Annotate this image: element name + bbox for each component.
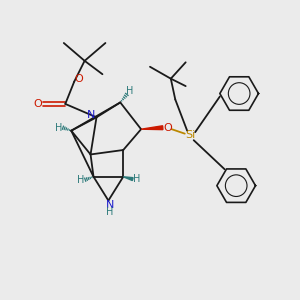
- Text: H: H: [77, 175, 85, 185]
- Text: O: O: [164, 123, 172, 133]
- Text: H: H: [55, 123, 62, 133]
- Text: N: N: [106, 200, 114, 210]
- Text: N: N: [87, 110, 95, 120]
- Text: O: O: [33, 99, 42, 109]
- Polygon shape: [141, 126, 163, 130]
- Text: H: H: [106, 207, 114, 217]
- Text: H: H: [133, 174, 140, 184]
- Text: Si: Si: [185, 130, 195, 140]
- Text: O: O: [74, 74, 83, 84]
- Text: H: H: [126, 86, 134, 96]
- Polygon shape: [123, 177, 133, 181]
